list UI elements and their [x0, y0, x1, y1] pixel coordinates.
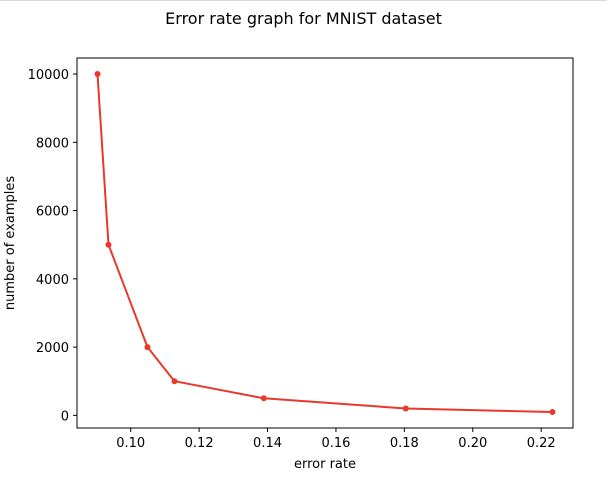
x-tick-label: 0.12 — [185, 436, 214, 451]
y-tick-label: 8000 — [36, 136, 69, 151]
data-point — [171, 378, 178, 385]
x-tick-label: 0.14 — [253, 436, 282, 451]
data-point — [105, 241, 112, 248]
plot-area — [76, 57, 574, 429]
y-tick-label: 2000 — [36, 341, 69, 356]
window-top-border — [0, 0, 607, 1]
data-point — [144, 344, 151, 351]
y-tick-label: 6000 — [36, 205, 69, 220]
x-tick-label: 0.16 — [321, 436, 350, 451]
data-point — [402, 405, 409, 412]
x-axis-label: error rate — [294, 457, 356, 472]
data-point — [94, 71, 101, 78]
series-points — [94, 71, 556, 415]
data-point — [549, 408, 556, 415]
x-tick-label: 0.18 — [390, 436, 419, 451]
y-axis-label: number of examples — [3, 176, 18, 310]
x-tick-label: 0.10 — [116, 436, 145, 451]
y-axis: 0 2000 4000 6000 8000 10000 — [28, 68, 77, 424]
y-tick-label: 0 — [61, 409, 69, 424]
y-tick-label: 4000 — [36, 273, 69, 288]
y-tick-label: 10000 — [28, 68, 69, 83]
x-tick-label: 0.22 — [527, 436, 556, 451]
data-point — [260, 395, 267, 402]
x-tick-label: 0.20 — [458, 436, 487, 451]
x-axis: 0.10 0.12 0.14 0.16 0.18 0.20 0.22 — [116, 428, 556, 451]
chart-title: Error rate graph for MNIST dataset — [165, 9, 442, 28]
